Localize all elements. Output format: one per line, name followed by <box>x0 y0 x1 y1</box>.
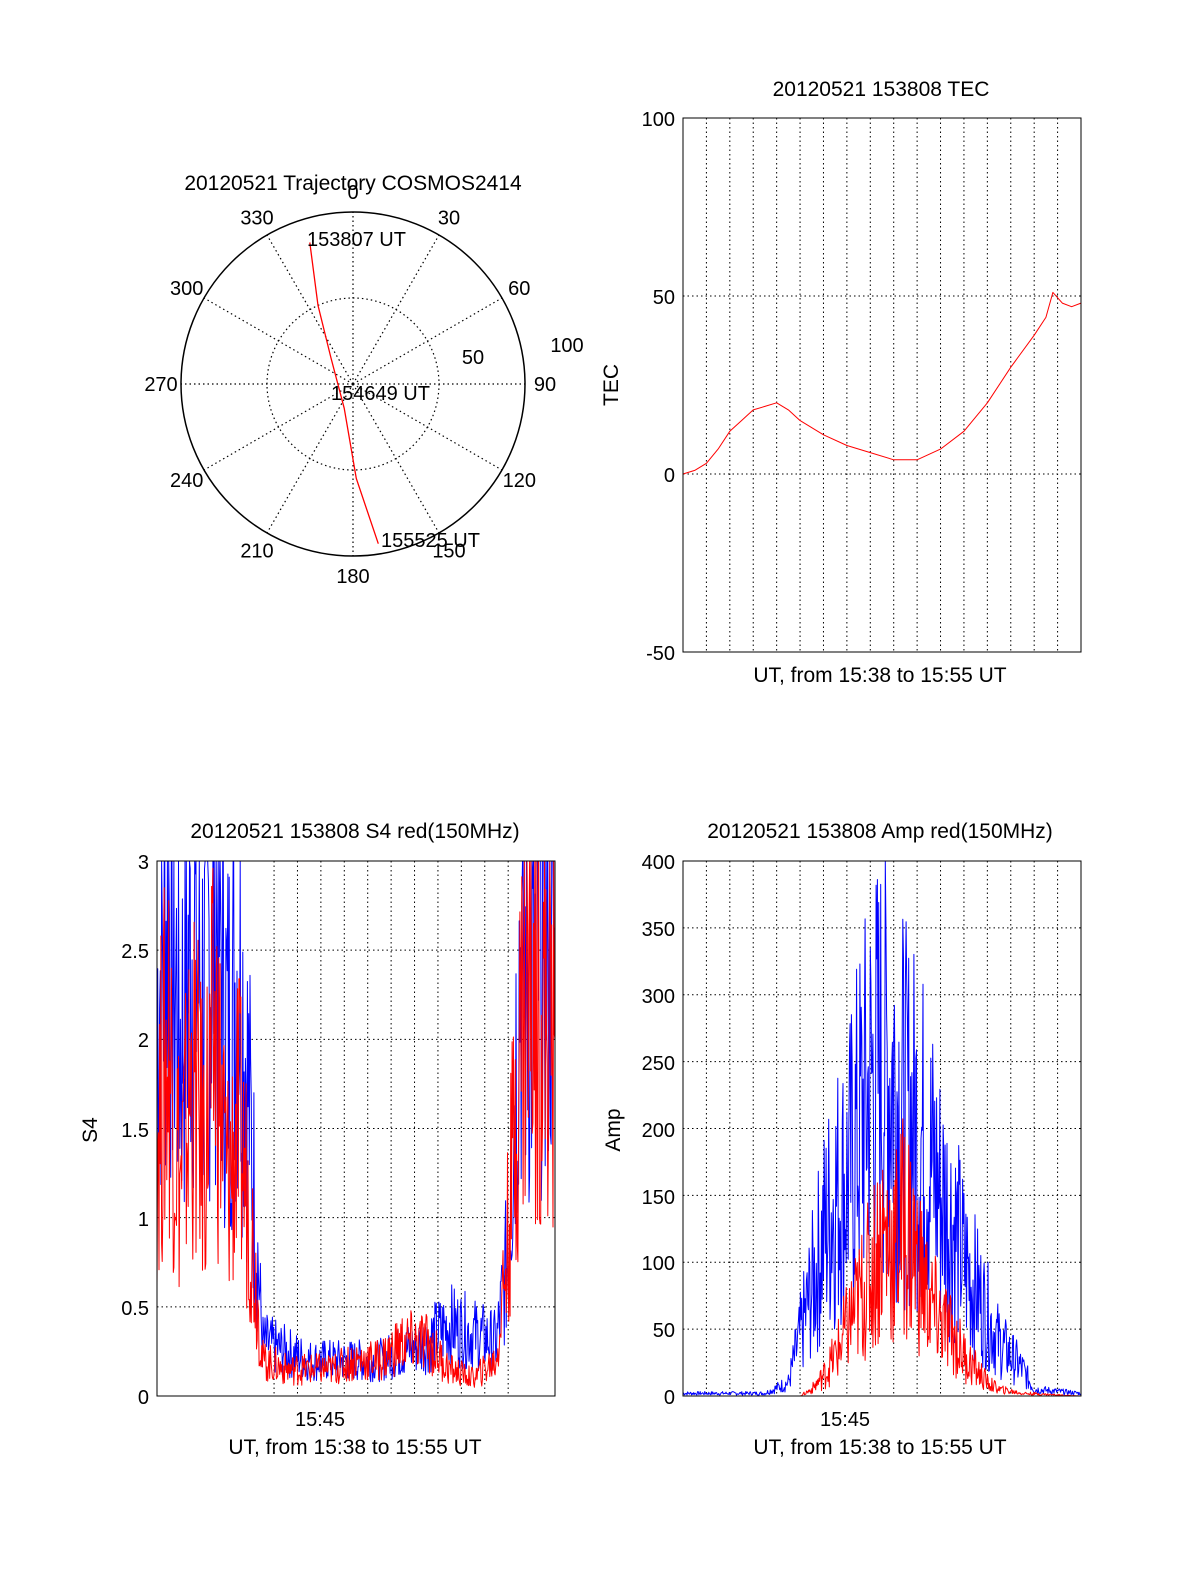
trajectory-line <box>309 242 379 544</box>
s4-y-tick: 1 <box>138 1209 149 1231</box>
tec-y-tick: 50 <box>653 287 675 309</box>
amp-y-label: Amp <box>602 1108 625 1151</box>
polar-outer-circle <box>180 211 526 557</box>
series-line <box>682 291 1082 475</box>
azimuth-label: 30 <box>438 208 460 230</box>
mid-time-label: 154649 UT <box>331 383 430 405</box>
azimuth-labels: 0 30 60 90 120 150 180 210 240 270 300 330 <box>144 182 556 588</box>
s4-frame <box>156 860 556 1397</box>
s4-title: 20120521 153808 S4 red(150MHz) <box>190 820 519 843</box>
amp-y-tick: 150 <box>642 1187 675 1209</box>
azimuth-label: 150 <box>432 540 465 562</box>
polar-spoke <box>352 297 503 385</box>
polar-spoke <box>203 297 354 385</box>
amp-title: 20120521 153808 Amp red(150MHz) <box>707 820 1053 843</box>
tec-frame <box>682 117 1082 653</box>
tec-y-tick: 0 <box>664 465 675 487</box>
tec-y-label: TEC <box>600 364 623 406</box>
polar-spoke <box>352 234 440 385</box>
amp-y-tick: 0 <box>664 1387 675 1409</box>
s4-y-tick: 0.5 <box>121 1298 149 1320</box>
series-line <box>156 860 556 1383</box>
azimuth-label: 300 <box>170 278 203 300</box>
polar-spoke <box>352 383 440 534</box>
radius-label-50: 50 <box>462 347 484 369</box>
azimuth-label: 240 <box>170 470 203 492</box>
polar-trajectory-plot: 20120521 Trajectory COSMOS2414 0 30 60 90 12… <box>144 172 583 588</box>
amp-y-tick-labels: 400 350 300 250 200 150 100 50 0 <box>642 852 675 1409</box>
end-time-label: 155525 UT <box>381 530 480 552</box>
azimuth-label: 0 <box>347 182 358 204</box>
s4-y-tick: 2 <box>138 1030 149 1052</box>
amp-y-tick: 300 <box>642 986 675 1008</box>
amp-x-tick: 15:45 <box>820 1409 870 1431</box>
azimuth-label: 180 <box>336 566 369 588</box>
amp-x-label: UT, from 15:38 to 15:55 UT <box>753 1436 1006 1459</box>
tec-grid <box>683 118 1081 652</box>
azimuth-label: 60 <box>508 278 530 300</box>
s4-x-label: UT, from 15:38 to 15:55 UT <box>228 1436 481 1459</box>
amp-y-tick: 350 <box>642 919 675 941</box>
s4-y-tick-labels: 3 2.5 2 1.5 1 0.5 0 <box>121 852 149 1409</box>
tec-y-tick-labels: 100 50 0 -50 <box>642 109 675 665</box>
azimuth-label: 120 <box>503 470 536 492</box>
s4-y-label: S4 <box>79 1117 102 1143</box>
amp-y-tick: 50 <box>653 1320 675 1342</box>
amp-y-tick: 200 <box>642 1120 675 1142</box>
trajectory-track <box>309 242 379 544</box>
polar-spoke <box>352 383 503 471</box>
azimuth-label: 210 <box>240 540 273 562</box>
polar-grid <box>181 212 525 556</box>
tec-title: 20120521 153808 TEC <box>773 78 990 101</box>
amp-y-tick: 100 <box>642 1253 675 1275</box>
tec-y-tick: 100 <box>642 109 675 131</box>
polar-spoke <box>266 383 354 534</box>
azimuth-label: 330 <box>240 208 273 230</box>
radius-label-100: 100 <box>550 335 583 357</box>
s4-y-tick: 3 <box>138 852 149 874</box>
amp-y-tick: 250 <box>642 1053 675 1075</box>
tec-y-tick: -50 <box>646 643 675 665</box>
start-time-label: 153807 UT <box>307 229 406 251</box>
amp-plot: 20120521 153808 Amp red(150MHz) 400 350 … <box>602 820 1082 1459</box>
s4-x-tick: 15:45 <box>295 1409 345 1431</box>
amp-frame <box>682 860 1082 1397</box>
tec-plot: 20120521 153808 TEC 100 50 0 -50 TEC UT,… <box>600 78 1082 687</box>
polar-title: 20120521 Trajectory COSMOS2414 <box>184 172 522 195</box>
series-line <box>156 860 556 1388</box>
s4-y-tick: 0 <box>138 1387 149 1409</box>
amp-y-tick: 400 <box>642 852 675 874</box>
s4-y-tick: 1.5 <box>121 1120 149 1142</box>
s4-plot: 20120521 153808 S4 red(150MHz) 3 2.5 2 1… <box>79 820 556 1459</box>
tec-series <box>682 291 1082 475</box>
azimuth-label: 270 <box>144 374 177 396</box>
polar-spoke <box>266 234 354 385</box>
s4-y-tick: 2.5 <box>121 941 149 963</box>
tec-x-label: UT, from 15:38 to 15:55 UT <box>753 664 1006 687</box>
polar-spoke <box>203 383 354 471</box>
s4-series <box>156 860 556 1388</box>
amp-grid <box>683 861 1081 1396</box>
azimuth-label: 90 <box>534 374 556 396</box>
